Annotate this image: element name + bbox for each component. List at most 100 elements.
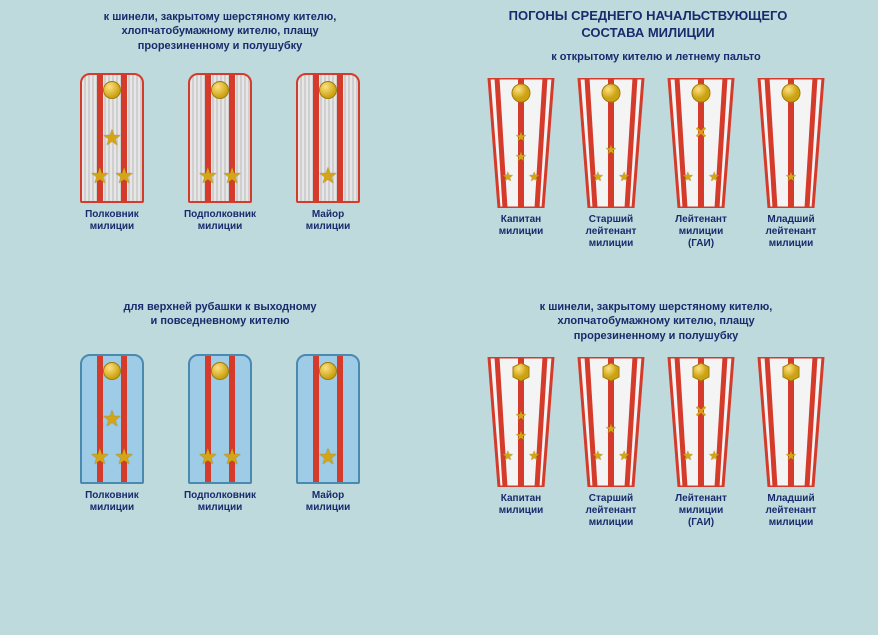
button-icon (319, 362, 337, 380)
text-line: прорезиненному и полушубку (574, 330, 739, 342)
text-line: (ГАИ) (688, 238, 714, 249)
text-line: милиции (589, 238, 634, 249)
star-icon: ★ (682, 449, 694, 462)
senior-silver-row: ★ ★ ★ Полковник милиции ★ ★ Подполковник… (20, 73, 420, 233)
junior-red-row: ★★★★ Капитанмилиции ★★★ Старшийлейтенант… (446, 357, 866, 529)
star-icon: ★ (102, 127, 122, 149)
star-icon: ★ (114, 165, 134, 187)
rank-card: ★★★★ Капитанмилиции (485, 357, 557, 529)
text-line: и повседневному кителю (151, 315, 290, 327)
text-line: ПОГОНЫ СРЕДНЕГО НАЧАЛЬСТВУЮЩЕГО (509, 8, 788, 23)
rank-card: ★ Майор милиции (296, 354, 360, 514)
star-icon: ★ (318, 165, 338, 187)
rank-label: Майор милиции (306, 209, 351, 233)
epaulette-junior: ★★★★ (485, 357, 557, 487)
star-icon: ★ (114, 446, 134, 468)
rank-label: Младшийлейтенантмилиции (766, 214, 817, 250)
text-line: хлопчатобумажному кителю, плащу (121, 25, 318, 37)
star-icon: ★ (528, 170, 540, 183)
text-line: СОСТАВА МИЛИЦИИ (581, 25, 714, 40)
epaulette-junior: ★ ★ ★ (575, 78, 647, 208)
text-line: милиции (499, 505, 544, 516)
epaulette-major-silver: ★ (296, 73, 360, 203)
section-junior-red: к шинели, закрытому шерстяному кителю, х… (446, 300, 866, 529)
star-icon: ★ (605, 143, 617, 156)
star-icon: ★ (198, 165, 218, 187)
star-icon: ★ (515, 409, 527, 422)
text-line: Старший (589, 214, 633, 225)
rank-card: ★ ★ Подполковник милиции (184, 73, 256, 233)
section-senior-blue: для верхней рубашки к выходному и повсед… (20, 300, 420, 514)
text-line: милиции (769, 238, 814, 249)
rank-card: ★ Майор милиции (296, 73, 360, 233)
epaulette-polkovnik-silver: ★ ★ ★ (80, 73, 144, 203)
text-line: милиции (679, 505, 724, 516)
rank-card: ★ Младшийлейтенантмилиции (755, 357, 827, 529)
star-icon: ★ (708, 170, 720, 183)
senior-silver-header: к шинели, закрытому шерстяному кителю, х… (20, 10, 420, 53)
rank-card: ★★★ Старшийлейтенантмилиции (575, 78, 647, 250)
text-line: Лейтенант (675, 493, 727, 504)
star-icon: ★ (502, 170, 514, 183)
text-line: Младший (767, 214, 814, 225)
star-icon: ★ (618, 449, 630, 462)
text-line: к открытому кителю и летнему пальто (551, 51, 761, 63)
text-line: милиции (306, 221, 351, 232)
star-icon: ★ (528, 449, 540, 462)
star-icon: ★ (618, 170, 630, 183)
rank-label: Полковник милиции (85, 209, 139, 233)
text-line: Подполковник (184, 209, 256, 220)
star-icon: ★ (515, 429, 527, 442)
epaulette-junior: ✕★★ (665, 78, 737, 208)
rank-card: ★ ★ ★ Полковник милиции (80, 73, 144, 233)
epaulette-polkovnik-blue: ★ ★ ★ (80, 354, 144, 484)
button-icon (211, 362, 229, 380)
text-line: Полковник (85, 209, 139, 220)
star-icon: ★ (592, 449, 604, 462)
rank-label: Майор милиции (306, 490, 351, 514)
text-line: Подполковник (184, 490, 256, 501)
text-line: к шинели, закрытому шерстяному кителю, (104, 11, 337, 23)
star-icon: ★ (785, 449, 797, 462)
star-icon: ★ (90, 165, 110, 187)
star-icon: ★ (318, 446, 338, 468)
star-icon: ★ (708, 449, 720, 462)
text-line: милиции (90, 221, 135, 232)
main-title-group: ПОГОНЫ СРЕДНЕГО НАЧАЛЬСТВУЮЩЕГО СОСТАВА … (438, 8, 858, 42)
rank-label: Капитанмилиции (499, 214, 544, 238)
star-icon: ★ (90, 446, 110, 468)
epaulette-junior: ★ ★ ★ (575, 357, 647, 487)
star-icon: ★ (605, 422, 617, 435)
text-line: милиции (90, 502, 135, 513)
text-line: Капитан (501, 493, 541, 504)
rank-card: ★★★ Старшийлейтенантмилиции (575, 357, 647, 529)
text-line: лейтенант (766, 505, 817, 516)
star-icon: ★ (102, 408, 122, 430)
rank-label: Лейтенантмилиции(ГАИ) (675, 214, 727, 250)
junior-white-row: ★★★★ Капитанмилиции ★★★ Старшийлейтенант… (446, 78, 866, 250)
rank-label: Подполковник милиции (184, 490, 256, 514)
text-line: милиции (198, 502, 243, 513)
button-icon (211, 81, 229, 99)
epaulette-junior: ★ (755, 78, 827, 208)
rank-label: Младшийлейтенантмилиции (766, 493, 817, 529)
star-icon: ★ (502, 449, 514, 462)
star-icon: ★ (222, 165, 242, 187)
rank-label: Подполковник милиции (184, 209, 256, 233)
text-line: лейтенант (766, 226, 817, 237)
section-junior-white: к открытому кителю и летнему пальто ★★★★… (446, 50, 866, 250)
button-icon (103, 81, 121, 99)
gai-emblem-icon: ✕ (694, 402, 707, 422)
text-line: Старший (589, 493, 633, 504)
rank-label: Капитанмилиции (499, 493, 544, 517)
text-line: Капитан (501, 214, 541, 225)
senior-blue-header: для верхней рубашки к выходному и повсед… (20, 300, 420, 329)
text-line: Майор (312, 490, 344, 501)
epaulette-junior: ★★★★ (485, 78, 557, 208)
star-icon: ★ (198, 446, 218, 468)
rank-card: ★ ★ ★ Полковник милиции (80, 354, 144, 514)
star-icon: ★ (592, 170, 604, 183)
text-line: милиции (769, 517, 814, 528)
epaulette-junior: ✕ ★ ★ (665, 357, 737, 487)
text-line: хлопчатобумажному кителю, плащу (557, 315, 754, 327)
